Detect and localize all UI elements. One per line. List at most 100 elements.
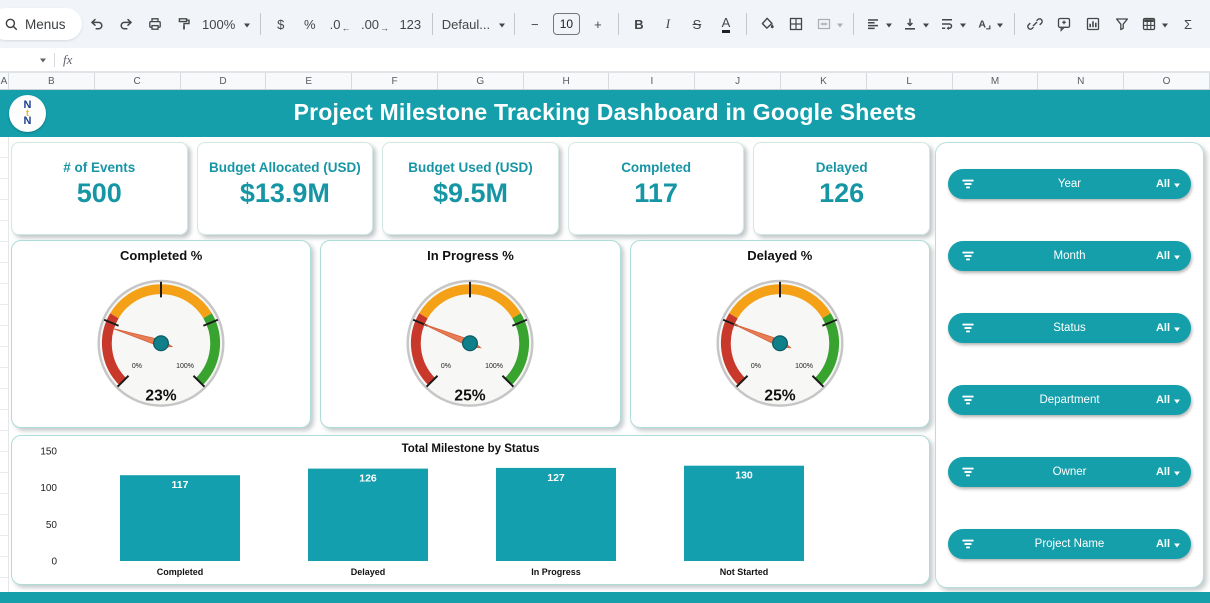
gauge-card-2[interactable]: Delayed % 0%100%25% [630,240,930,428]
functions-label: Σ [1184,17,1192,32]
toolbar-divider [432,13,433,35]
column-header-F[interactable]: F [352,73,438,89]
gauge-card-0[interactable]: Completed % 0%100%23% [11,240,311,428]
bar-value-label: 117 [172,479,189,491]
merge-cells-button[interactable] [811,10,847,38]
decrease-decimal-places-label: .0 [330,17,341,32]
undo-icon [89,16,105,32]
filter-lines-icon [961,177,975,196]
text-wrap-button[interactable] [934,10,970,38]
horizontal-align-button[interactable] [860,10,896,38]
filter-value: All [1156,466,1170,478]
print-button[interactable] [141,10,169,38]
filter-value-dropdown[interactable]: All [1156,178,1180,190]
increase-decimal-places-button[interactable]: .00→ [356,10,393,38]
table-views-button[interactable] [1137,10,1173,38]
font-size-input[interactable]: 10 [553,13,580,35]
filter-month[interactable]: Month All [948,241,1191,271]
filter-value: All [1156,250,1170,262]
kpi-row: # of Events 500 Budget Allocated (USD) $… [11,142,930,235]
gauge-min-label: 0% [751,363,761,370]
dropdown-caret-icon [1174,327,1180,334]
formula-input[interactable] [72,48,1210,71]
gauge-card-1[interactable]: In Progress % 0%100%25% [320,240,620,428]
print-icon [147,16,163,32]
insert-link-icon [1027,16,1043,32]
insert-link-button[interactable] [1021,10,1049,38]
column-header-I[interactable]: I [609,73,695,89]
format-as-percent-label: % [304,17,316,32]
filter-value-dropdown[interactable]: All [1156,538,1180,550]
font-select[interactable]: Defaul... [439,10,508,38]
horizontal-align-icon [865,16,881,32]
column-header-K[interactable]: K [781,73,867,89]
gauge-max-label: 100% [795,363,813,370]
increase-font-size-button[interactable]: + [584,10,612,38]
column-header-A[interactable]: A [0,73,9,89]
column-header-H[interactable]: H [524,73,610,89]
fill-color-button[interactable] [753,10,781,38]
toolbar: Menus100%$%.0←.00→123Defaul...−10+BISAAΣ [0,0,1210,48]
bold-button[interactable]: B [625,10,653,38]
filter-status[interactable]: Status All [948,313,1191,343]
spreadsheet-grid: N t N Project Milestone Tracking Dashboa… [0,90,1210,603]
toolbar-divider [260,13,261,35]
column-header-C[interactable]: C [95,73,181,89]
column-header-J[interactable]: J [695,73,781,89]
bar-chart-card[interactable]: Total Milestone by Status150100500117Com… [11,435,930,585]
toolbar-divider [746,13,747,35]
zoom-select[interactable]: 100% [199,10,254,38]
filter-value: All [1156,322,1170,334]
functions-button[interactable]: Σ [1174,10,1202,38]
column-header-E[interactable]: E [266,73,352,89]
dropdown-caret-icon [244,23,250,30]
insert-chart-button[interactable] [1079,10,1107,38]
kpi-label: # of Events [12,160,187,175]
increase-font-size-label: + [594,17,602,32]
filter-owner[interactable]: Owner All [948,457,1191,487]
column-header-O[interactable]: O [1124,73,1210,89]
column-header-L[interactable]: L [867,73,953,89]
format-as-currency-button[interactable]: $ [267,10,295,38]
italic-button[interactable]: I [654,10,682,38]
create-filter-button[interactable] [1108,10,1136,38]
paint-format-button[interactable] [170,10,198,38]
filter-value-dropdown[interactable]: All [1156,394,1180,406]
column-header-B[interactable]: B [9,73,95,89]
strikethrough-button[interactable]: S [683,10,711,38]
column-header-N[interactable]: N [1038,73,1124,89]
borders-button[interactable] [782,10,810,38]
filter-value: All [1156,538,1170,550]
insert-comment-button[interactable] [1050,10,1078,38]
more-formats-button[interactable]: 123 [395,10,426,38]
name-box[interactable] [0,48,46,71]
decrease-decimal-places-button[interactable]: .0← [325,10,356,38]
column-header-G[interactable]: G [438,73,524,89]
text-color-button[interactable]: A [712,10,740,38]
decrease-font-size-button[interactable]: − [521,10,549,38]
dropdown-caret-icon [1174,255,1180,262]
decrease-decimal-places-arrow-icon: ← [342,23,351,33]
redo-button[interactable] [112,10,140,38]
italic-label: I [666,16,670,32]
column-a-gridlines[interactable] [0,137,9,603]
filter-project-name[interactable]: Project Name All [948,529,1191,559]
format-as-percent-button[interactable]: % [296,10,324,38]
filter-value-dropdown[interactable]: All [1156,466,1180,478]
filter-department[interactable]: Department All [948,385,1191,415]
dropdown-caret-icon [837,23,843,30]
bold-label: B [634,17,643,32]
text-rotation-button[interactable]: A [972,10,1008,38]
column-header-M[interactable]: M [953,73,1039,89]
gauge-max-label: 100% [486,363,504,370]
filter-lines-icon [961,321,975,340]
fill-color-icon [759,16,775,32]
undo-button[interactable] [83,10,111,38]
vertical-align-button[interactable] [897,10,933,38]
filter-year[interactable]: Year All [948,169,1191,199]
filter-value-dropdown[interactable]: All [1156,250,1180,262]
column-header-D[interactable]: D [181,73,267,89]
bar-category-label: Completed [157,567,204,577]
filter-value-dropdown[interactable]: All [1156,322,1180,334]
menus-button[interactable]: Menus [0,8,82,40]
